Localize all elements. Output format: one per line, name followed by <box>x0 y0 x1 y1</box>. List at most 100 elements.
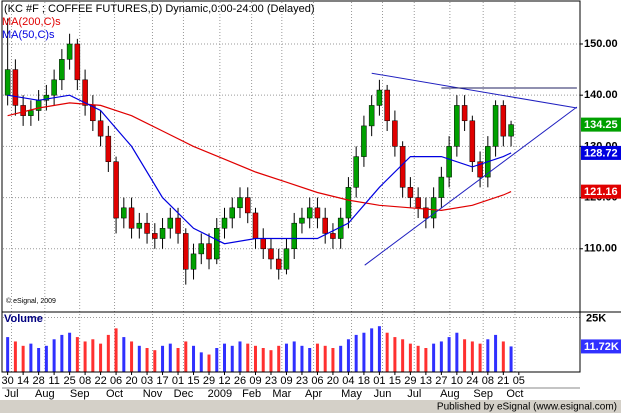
volume-bar <box>401 339 405 372</box>
x-tick-label: 24 <box>466 375 478 387</box>
volume-bar <box>230 345 234 372</box>
candle-body <box>423 207 429 219</box>
volume-bar <box>300 345 304 372</box>
x-tick-label: 12 <box>218 375 230 387</box>
volume-bar <box>393 337 397 372</box>
volume-bar <box>416 345 420 372</box>
month-label: Feb <box>242 388 261 400</box>
x-tick-label: 03 <box>141 375 153 387</box>
candle-body <box>299 217 305 224</box>
trendline <box>371 72 577 109</box>
candle-body <box>446 146 452 178</box>
y-tick-label: 150.00 <box>584 38 618 50</box>
candle-body <box>74 43 81 81</box>
candle-body <box>322 217 328 234</box>
trendline <box>364 106 578 266</box>
volume-bar <box>29 343 33 372</box>
candle-body <box>159 228 166 239</box>
volume-bar <box>52 339 56 372</box>
candle-body <box>477 161 483 178</box>
volume-bar <box>83 341 87 372</box>
volume-bar <box>153 350 157 372</box>
volume-bar <box>6 337 10 372</box>
last-volume-box <box>581 339 621 354</box>
candle-body <box>167 217 174 229</box>
month-label: Sep <box>70 388 90 400</box>
volume-bar <box>501 341 505 372</box>
candle-body <box>376 89 383 106</box>
volume-bar <box>145 348 149 372</box>
candle-body <box>214 228 220 260</box>
last-price-box <box>581 117 621 132</box>
candle-body <box>291 222 297 250</box>
candle-body <box>105 135 112 162</box>
candle-body <box>144 222 150 234</box>
x-tick-label: 08 <box>482 375 494 387</box>
candle-body <box>454 105 460 147</box>
candle-body <box>4 69 11 96</box>
x-tick-label: 27 <box>435 375 447 387</box>
x-tick-label: 21 <box>497 375 509 387</box>
month-label: Oct <box>106 388 123 400</box>
x-tick-label: 30 <box>2 375 14 387</box>
x-tick-label: 06 <box>110 375 122 387</box>
volume-bar <box>463 339 467 372</box>
candle-body <box>12 69 19 106</box>
candle-body <box>415 197 421 209</box>
legend-entry: MA(50,C)s <box>2 29 55 41</box>
volume-bar <box>509 346 513 372</box>
x-tick-label: 10 <box>451 375 463 387</box>
volume-bar <box>292 341 296 372</box>
moving-average <box>7 94 512 245</box>
candle-body <box>43 94 50 101</box>
candle-body <box>361 125 367 157</box>
x-tick-label: 01 <box>373 375 385 387</box>
candle-body <box>314 207 321 219</box>
candle-body <box>430 197 437 219</box>
candle-body <box>229 207 236 219</box>
candle-body <box>268 248 274 260</box>
volume-title: Volume <box>4 313 43 325</box>
x-tick-label: 28 <box>33 375 45 387</box>
volume-bar <box>161 345 165 372</box>
month-label: Mar <box>272 388 291 400</box>
volume-tick-label: 25K <box>586 312 606 324</box>
candle-body <box>252 212 259 239</box>
volume-bar <box>269 350 273 372</box>
candle-body <box>66 43 73 60</box>
candle-body <box>175 217 181 234</box>
month-label: May <box>341 388 362 400</box>
x-tick-label: 29 <box>404 375 416 387</box>
volume-bar <box>168 343 172 372</box>
x-tick-label: 15 <box>187 375 199 387</box>
volume-bar <box>486 339 490 372</box>
volume-bar <box>478 343 482 372</box>
candle-body <box>206 243 212 260</box>
candle-body <box>28 110 34 116</box>
month-label: Aug <box>35 388 55 400</box>
candle-body <box>275 258 282 270</box>
candle-body <box>384 89 390 122</box>
plot-border <box>1 0 581 373</box>
candle-body <box>121 207 127 219</box>
candle-body <box>113 161 119 219</box>
x-tick-label: 01 <box>172 375 184 387</box>
volume-bar <box>13 341 17 372</box>
volume-bar <box>323 345 327 372</box>
month-label: Nov <box>143 388 163 400</box>
candle-body <box>237 197 243 209</box>
candle-body <box>244 197 251 214</box>
x-tick-label: 23 <box>265 375 277 387</box>
volume-bar <box>354 334 358 372</box>
volume-bar <box>494 334 498 372</box>
candle-body <box>392 120 398 147</box>
candle-body <box>469 120 476 162</box>
moving-average <box>7 102 512 212</box>
x-tick-label: 04 <box>342 375 354 387</box>
volume-bar <box>75 337 79 372</box>
volume-bar <box>277 345 281 372</box>
month-label: Dec <box>174 388 194 400</box>
x-tick-label: 05 <box>513 375 525 387</box>
volume-bar <box>370 328 374 372</box>
x-tick-label: 29 <box>203 375 215 387</box>
